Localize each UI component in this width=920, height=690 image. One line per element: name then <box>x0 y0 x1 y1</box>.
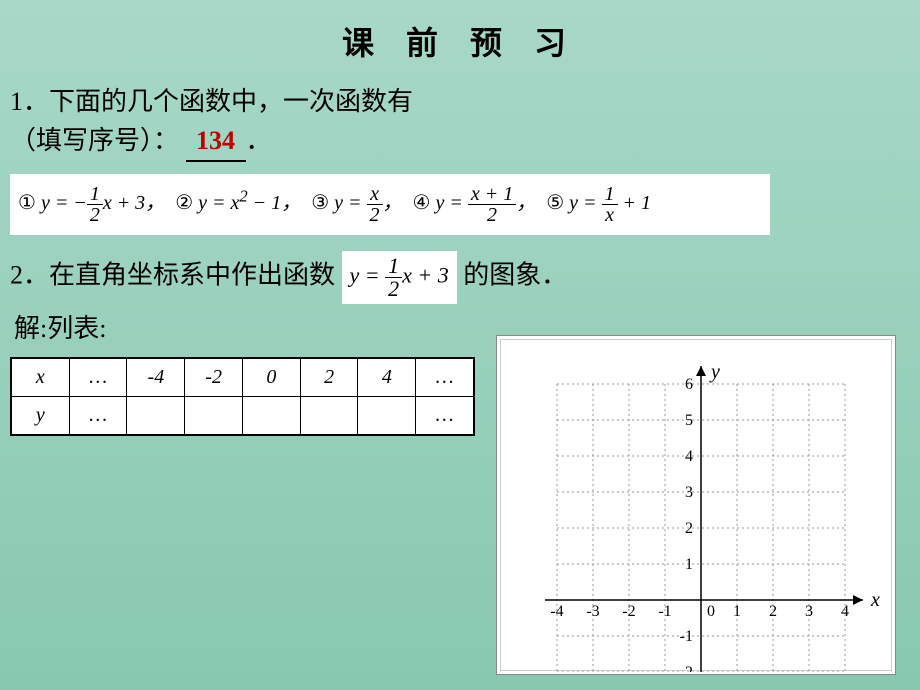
eq3-lhs: y = <box>334 192 366 214</box>
answer-text: 134 <box>196 126 235 155</box>
graph-inner: -4 -3 -2 -1 0 1 2 3 4 1 2 3 4 5 6 -1 -2 x y <box>500 339 892 671</box>
table-cell <box>185 397 243 435</box>
q2-eq-lhs: y = <box>350 263 386 288</box>
q2-frac-bot: 2 <box>385 278 402 300</box>
eq4-frac: x + 12 <box>468 184 516 225</box>
eq4-lhs: y = <box>435 192 467 214</box>
table-cell <box>300 397 358 435</box>
table-cell: x <box>12 359 70 397</box>
table-cell: … <box>416 397 474 435</box>
eq4-num: ④ <box>413 192 431 214</box>
table-row-y: y … … <box>12 397 474 435</box>
eq5-tail: + 1 <box>618 192 652 214</box>
svg-text:-4: -4 <box>550 603 563 620</box>
data-table-wrap: x … -4 -2 0 2 4 … y … … <box>10 357 475 436</box>
eq2-text: y = x <box>198 192 239 214</box>
eq4-tail: ， <box>516 192 536 214</box>
svg-text:1: 1 <box>733 603 741 620</box>
table-cell: -2 <box>185 359 243 397</box>
table-cell: y <box>12 397 70 435</box>
svg-text:0: 0 <box>707 603 715 620</box>
eq5-frac: 1x <box>602 184 618 225</box>
svg-text:6: 6 <box>685 376 693 393</box>
q2-equation: y = 12x + 3 <box>342 251 457 304</box>
q2-prefix: 2．在直角坐标系中作出函数 <box>10 260 342 289</box>
svg-text:x: x <box>870 589 880 611</box>
page-title: 课 前 预 习 <box>0 0 920 64</box>
q2-suffix: 的图象． <box>463 260 567 289</box>
svg-text:3: 3 <box>805 603 813 620</box>
eq5-lhs: y = <box>569 192 601 214</box>
eq1-frac-top: 1 <box>87 184 103 205</box>
eq4-frac-bot: 2 <box>468 205 516 225</box>
answer-blank: 134 <box>186 121 246 162</box>
svg-text:4: 4 <box>841 603 849 620</box>
eq2-tail: − 1， <box>248 192 302 214</box>
q1-period: ． <box>246 126 272 155</box>
table-cell: -4 <box>127 359 185 397</box>
table-cell: … <box>69 397 127 435</box>
svg-text:y: y <box>709 361 720 383</box>
eq3-frac-top: x <box>367 184 383 205</box>
svg-text:4: 4 <box>685 448 693 465</box>
table-cell: … <box>69 359 127 397</box>
svg-text:1: 1 <box>685 556 693 573</box>
table-cell <box>127 397 185 435</box>
graph-svg: -4 -3 -2 -1 0 1 2 3 4 1 2 3 4 5 6 -1 -2 x y <box>501 340 893 672</box>
svg-text:2: 2 <box>685 520 693 537</box>
eq1-tail: x + 3， <box>103 192 165 214</box>
coordinate-graph: -4 -3 -2 -1 0 1 2 3 4 1 2 3 4 5 6 -1 -2 x y <box>496 335 896 675</box>
eq2-num: ② <box>175 192 193 214</box>
table-row-x: x … -4 -2 0 2 4 … <box>12 359 474 397</box>
table-cell <box>358 397 416 435</box>
svg-text:-1: -1 <box>680 628 693 645</box>
eq5-frac-top: 1 <box>602 184 618 205</box>
svg-text:-2: -2 <box>680 664 693 672</box>
svg-text:2: 2 <box>769 603 777 620</box>
eq3-num: ③ <box>311 192 329 214</box>
eq1-frac-bot: 2 <box>87 205 103 225</box>
eq4-frac-top: x + 1 <box>468 184 516 205</box>
q1-line1: 1．下面的几个函数中，一次函数有 <box>10 87 413 116</box>
table-cell: 4 <box>358 359 416 397</box>
svg-text:5: 5 <box>685 412 693 429</box>
svg-text:3: 3 <box>685 484 693 501</box>
eq3-tail: ， <box>383 192 403 214</box>
question-2: 2．在直角坐标系中作出函数 y = 12x + 3 的图象． <box>0 235 920 304</box>
svg-text:-2: -2 <box>622 603 635 620</box>
eq5-frac-bot: x <box>602 205 618 225</box>
eq5-num: ⑤ <box>546 192 564 214</box>
q2-eq-tail: x + 3 <box>402 263 449 288</box>
eq2-sup: 2 <box>239 186 247 205</box>
q1-line2-prefix: （填写序号）： <box>10 126 179 155</box>
table-cell: … <box>416 359 474 397</box>
table-cell: 0 <box>243 359 301 397</box>
q2-frac-top: 1 <box>385 255 402 278</box>
eq3-frac: x2 <box>367 184 383 225</box>
eq1-num: ① <box>18 192 36 214</box>
eq1-lhs: y = − <box>41 192 87 214</box>
table-cell: 2 <box>300 359 358 397</box>
table-cell <box>243 397 301 435</box>
q2-eq-frac: 12 <box>385 255 402 300</box>
data-table: x … -4 -2 0 2 4 … y … … <box>11 358 474 435</box>
equations-box: ① y = −12x + 3， ② y = x2 − 1， ③ y = x2， … <box>10 174 770 235</box>
eq1-frac: 12 <box>87 184 103 225</box>
eq3-frac-bot: 2 <box>367 205 383 225</box>
svg-text:-1: -1 <box>658 603 671 620</box>
question-1: 1．下面的几个函数中，一次函数有 （填写序号）： 134 ． <box>0 64 920 162</box>
svg-text:-3: -3 <box>586 603 599 620</box>
